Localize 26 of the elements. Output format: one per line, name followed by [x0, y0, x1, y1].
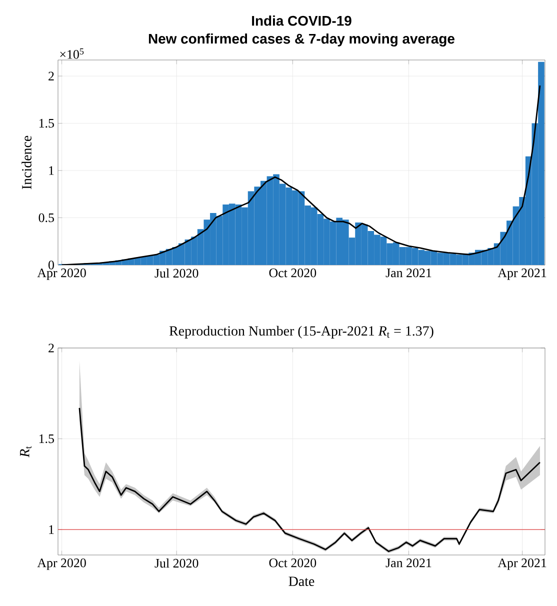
y-tick-label: 2: [48, 344, 54, 352]
y-tick-label: 1.5: [39, 118, 54, 128]
chart-subtitle: New confirmed cases & 7-day moving average: [148, 33, 454, 47]
chart-title: Reproduction Number (15-Apr-2021 R$_{t}$ = 1.37): [169, 326, 434, 338]
text: ×10$^{5}$: [60, 48, 84, 59]
x-tick-label: Jul 2020: [154, 268, 198, 278]
y-tick-label: 0.5: [38, 213, 54, 222]
y-tick-label: 0: [48, 260, 54, 270]
x-tick-label: Oct 2020: [269, 268, 316, 278]
y-tick-label: 2: [48, 72, 54, 80]
chart-title: India COVID-19: [252, 16, 352, 26]
y-tick-label: 1: [49, 166, 54, 175]
y-axis-title: Incidence: [22, 136, 32, 190]
y-tick-label: 1.5: [39, 434, 54, 444]
y-tick-label: 1: [49, 525, 54, 534]
x-tick-label: Jan 2021: [386, 268, 432, 278]
x-tick-label: Jan 2021: [386, 558, 432, 568]
y-axis-title: R$_{t}$: [20, 446, 32, 458]
x-tick-label: Jul 2020: [154, 558, 198, 568]
line-series: [78, 407, 541, 552]
x-axis-title: Date: [288, 576, 314, 586]
x-tick-label: Oct 2020: [269, 558, 316, 568]
x-tick-label: Apr 2021: [498, 558, 546, 570]
x-tick-label: Apr 2021: [498, 268, 546, 280]
x-tick-label: Apr 2020: [37, 558, 86, 570]
x-tick-label: Apr 2020: [37, 268, 86, 280]
